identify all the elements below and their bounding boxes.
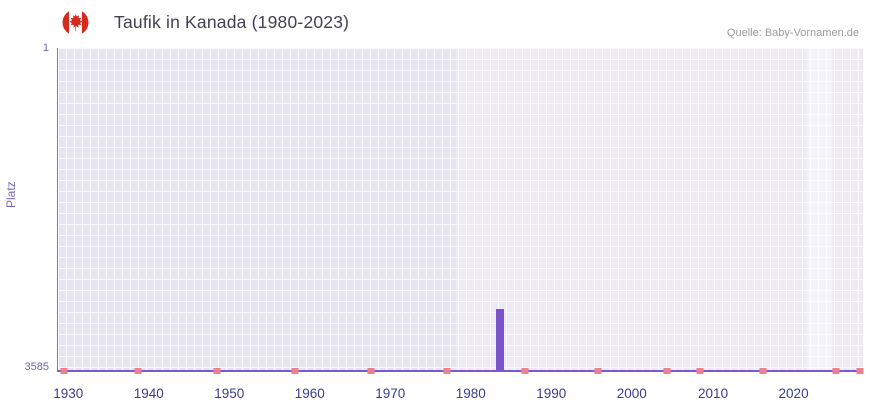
baseline-marker — [521, 368, 529, 374]
baseline-marker — [291, 368, 299, 374]
baseline-marker — [213, 368, 221, 374]
baseline-marker — [832, 368, 840, 374]
y-axis-label-top: 1 — [42, 42, 49, 54]
baseline-marker — [856, 368, 864, 374]
baseline-marker — [696, 368, 704, 374]
baseline-marker — [663, 368, 671, 374]
source-credit: Quelle: Baby-Vornamen.de — [726, 27, 859, 39]
gridlines — [58, 48, 863, 370]
x-tick-label: 2000 — [616, 386, 647, 401]
plot-area — [57, 48, 864, 374]
x-tick-label: 2010 — [698, 386, 729, 401]
canada-flag-icon — [62, 9, 89, 36]
baseline-marker — [594, 368, 602, 374]
y-axis-label-bottom: 3585 — [24, 361, 49, 373]
baseline-marker — [60, 368, 68, 374]
x-tick-label: 1940 — [133, 386, 164, 401]
x-tick-label: 1930 — [53, 386, 84, 401]
y-axis-title: Platz — [4, 181, 18, 208]
x-tick-label: 1990 — [536, 386, 567, 401]
x-tick-label: 1980 — [455, 386, 486, 401]
x-axis-ticks: 1930 1940 1950 1960 1970 1980 1990 2000 2010 2020 — [53, 386, 862, 406]
x-tick-label: 1960 — [294, 386, 325, 401]
baseline-marker — [134, 368, 142, 374]
x-tick-label: 1950 — [214, 386, 245, 401]
baseline-marker — [367, 368, 375, 374]
baseline-marker — [443, 368, 451, 374]
chart-title: Taufik in Kanada (1980-2023) — [114, 12, 350, 32]
baseline-markers — [58, 368, 864, 374]
rank-bar[interactable] — [495, 308, 504, 370]
baseline-marker — [759, 368, 767, 374]
x-tick-label: 1970 — [375, 386, 406, 401]
x-tick-label: 2020 — [778, 386, 809, 401]
